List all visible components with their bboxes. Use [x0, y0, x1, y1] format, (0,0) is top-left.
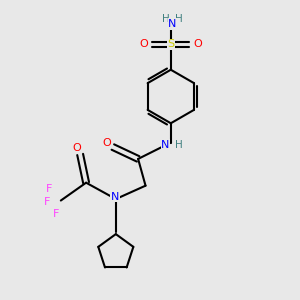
Text: N: N [161, 140, 169, 150]
Text: F: F [53, 209, 60, 219]
Text: O: O [194, 40, 203, 50]
Text: H: H [175, 140, 183, 150]
Text: N: N [168, 19, 176, 29]
Text: F: F [46, 184, 53, 194]
Text: S: S [167, 40, 174, 50]
Text: H: H [162, 14, 169, 24]
Text: H: H [175, 14, 183, 24]
Text: O: O [102, 139, 111, 148]
Text: O: O [139, 40, 148, 50]
Text: O: O [73, 143, 82, 153]
Text: F: F [44, 197, 51, 207]
Text: N: N [111, 192, 119, 202]
